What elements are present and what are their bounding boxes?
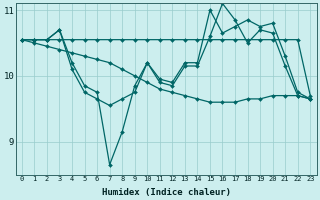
X-axis label: Humidex (Indice chaleur): Humidex (Indice chaleur) — [101, 188, 231, 197]
